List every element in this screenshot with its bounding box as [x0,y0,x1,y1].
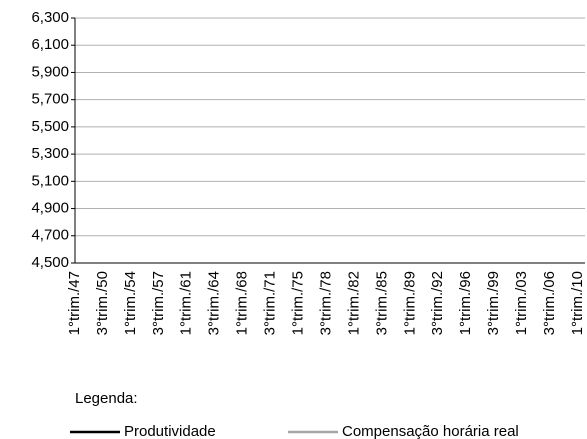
legend-label: Produtividade [124,423,216,439]
x-tick-label: 1°trim./68 [234,271,251,335]
y-tick-label: 6,100 [31,36,69,53]
x-tick-label: 3°trim./78 [317,271,334,335]
x-tick-label: 3°trim./50 [94,271,111,335]
x-tick-label: 3°trim./99 [485,271,502,335]
x-tick-label: 1°trim./75 [290,271,307,335]
legend-title: Legenda: [75,390,138,407]
x-tick-label: 3°trim./57 [150,271,167,335]
x-tick-label: 3°trim./06 [541,271,558,335]
x-tick-label: 3°trim./92 [429,271,446,335]
x-tick-label: 1°trim./89 [401,271,418,335]
x-tick-label: 1°trim./61 [178,271,195,335]
x-tick-label: 1°trim./03 [513,271,530,335]
y-tick-label: 5,300 [31,145,69,162]
x-tick-label: 1°trim./82 [345,271,362,335]
x-tick-label: 3°trim./64 [206,271,223,335]
y-tick-label: 5,500 [31,118,69,135]
y-tick-label: 6,300 [31,9,69,26]
y-tick-label: 5,700 [31,91,69,108]
y-tick-label: 4,900 [31,200,69,217]
x-tick-label: 1°trim./47 [66,271,83,335]
y-tick-label: 4,500 [31,254,69,271]
x-tick-label: 3°trim./85 [373,271,390,335]
x-tick-label: 3°trim./71 [262,271,279,335]
x-tick-label: 1°trim./10 [569,271,586,335]
legend-label: Compensação horária real [342,423,519,439]
y-tick-label: 4,700 [31,227,69,244]
x-tick-label: 1°trim./54 [122,271,139,335]
x-tick-label: 1°trim./96 [457,271,474,335]
y-tick-label: 5,100 [31,172,69,189]
y-tick-label: 5,900 [31,63,69,80]
